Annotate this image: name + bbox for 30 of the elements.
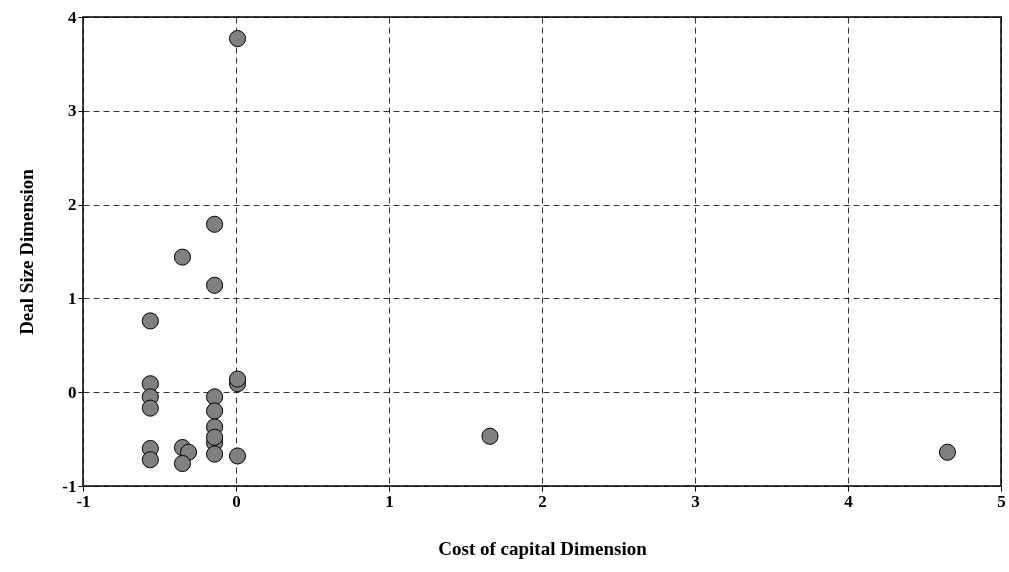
point [228, 30, 247, 48]
y-tick-label: -1 [62, 476, 77, 496]
point [938, 443, 957, 461]
x-tick-label: 0 [232, 491, 241, 511]
x-tick-label: 5 [997, 491, 1006, 511]
x-tick-label: 2 [538, 491, 547, 511]
point [173, 454, 192, 473]
point [206, 445, 224, 463]
y-tick-label: 0 [68, 382, 77, 402]
y-axis-title: Deal Size Dimension [16, 168, 38, 335]
point [228, 370, 247, 388]
y-tick-label: 4 [68, 7, 77, 27]
point [206, 215, 224, 233]
point [228, 447, 247, 465]
y-tick-label: 1 [68, 288, 77, 308]
point [206, 402, 224, 420]
x-tick-label: 4 [844, 491, 854, 511]
point [206, 388, 224, 406]
point [141, 451, 159, 469]
point [206, 276, 224, 294]
y-tick-label: 3 [68, 101, 77, 121]
point [141, 399, 159, 417]
x-axis-title: Cost of capital Dimension [438, 537, 648, 559]
point [173, 248, 192, 266]
point [206, 428, 224, 446]
y-tick-label: 2 [68, 195, 77, 215]
x-tick-label: 1 [385, 491, 394, 511]
point [481, 427, 499, 445]
point [141, 312, 159, 330]
x-tick-label: 3 [691, 491, 700, 511]
